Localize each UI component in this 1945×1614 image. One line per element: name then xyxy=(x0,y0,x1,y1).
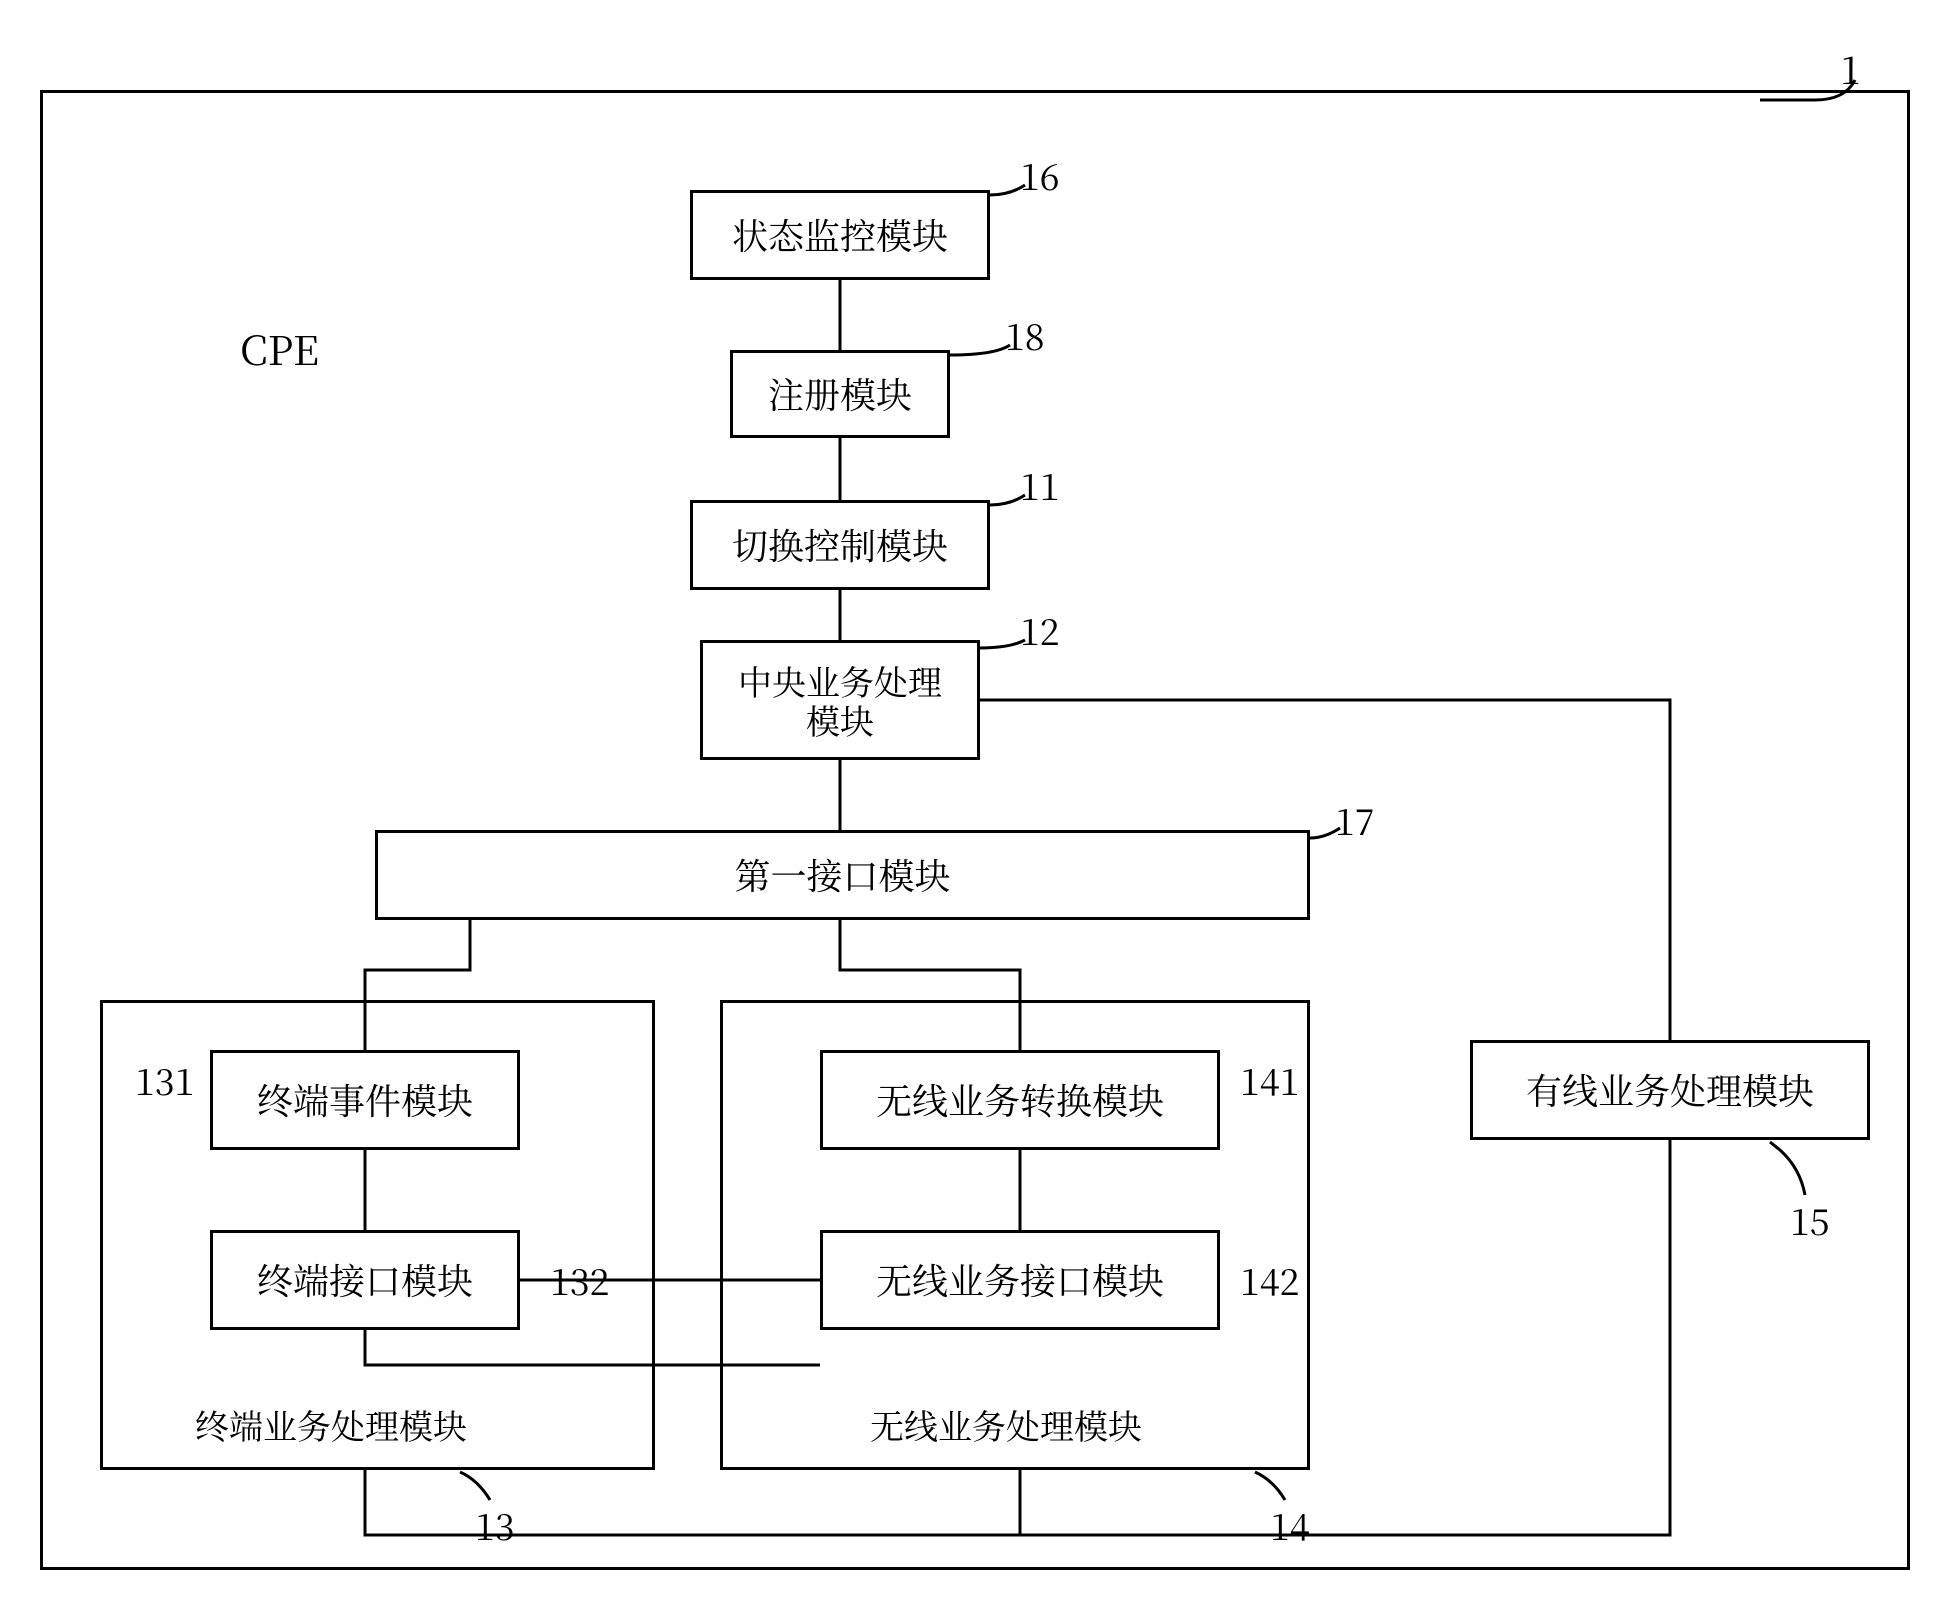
ref-1: 1 xyxy=(1840,40,1861,95)
switch-control-module: 切换控制模块 xyxy=(690,500,990,590)
cpe-title: CPE xyxy=(240,320,319,377)
ref-11: 11 xyxy=(1020,460,1060,511)
ref-14: 14 xyxy=(1270,1500,1310,1551)
ref-17: 17 xyxy=(1335,795,1375,846)
wired-processing-module: 有线业务处理模块 xyxy=(1470,1040,1870,1140)
status-monitor-label: 状态监控模块 xyxy=(732,214,948,255)
ref-13: 13 xyxy=(475,1500,515,1551)
terminal-interface-module: 终端接口模块 xyxy=(210,1230,520,1330)
wireless-interface-module: 无线业务接口模块 xyxy=(820,1230,1220,1330)
central-processing-module: 中央业务处理 模块 xyxy=(700,640,980,760)
ref-16: 16 xyxy=(1020,150,1060,201)
wired-processing-label: 有线业务处理模块 xyxy=(1526,1069,1814,1110)
terminal-interface-label: 终端接口模块 xyxy=(257,1259,473,1300)
ref-18: 18 xyxy=(1005,310,1045,361)
ref-131: 131 xyxy=(135,1055,194,1106)
first-interface-module: 第一接口模块 xyxy=(375,830,1310,920)
ref-12: 12 xyxy=(1020,605,1060,656)
ref-142: 142 xyxy=(1240,1255,1299,1306)
terminal-group-title: 终端业务处理模块 xyxy=(195,1400,467,1449)
terminal-event-label: 终端事件模块 xyxy=(257,1079,473,1120)
first-interface-label: 第一接口模块 xyxy=(734,854,950,895)
ref-132: 132 xyxy=(550,1255,609,1306)
wireless-group-title: 无线业务处理模块 xyxy=(870,1400,1142,1449)
wireless-conversion-label: 无线业务转换模块 xyxy=(876,1079,1164,1120)
central-processing-label: 中央业务处理 模块 xyxy=(738,661,942,739)
register-module: 注册模块 xyxy=(730,350,950,438)
wireless-conversion-module: 无线业务转换模块 xyxy=(820,1050,1220,1150)
wireless-interface-label: 无线业务接口模块 xyxy=(876,1259,1164,1300)
ref-141: 141 xyxy=(1240,1055,1299,1106)
ref-15: 15 xyxy=(1790,1195,1830,1246)
switch-control-label: 切换控制模块 xyxy=(732,524,948,565)
terminal-event-module: 终端事件模块 xyxy=(210,1050,520,1150)
status-monitor-module: 状态监控模块 xyxy=(690,190,990,280)
register-label: 注册模块 xyxy=(768,373,912,414)
diagram-canvas: CPE 状态监控模块 注册模块 切换控制模块 中央业务处理 模块 第一接口模块 … xyxy=(0,0,1945,1614)
